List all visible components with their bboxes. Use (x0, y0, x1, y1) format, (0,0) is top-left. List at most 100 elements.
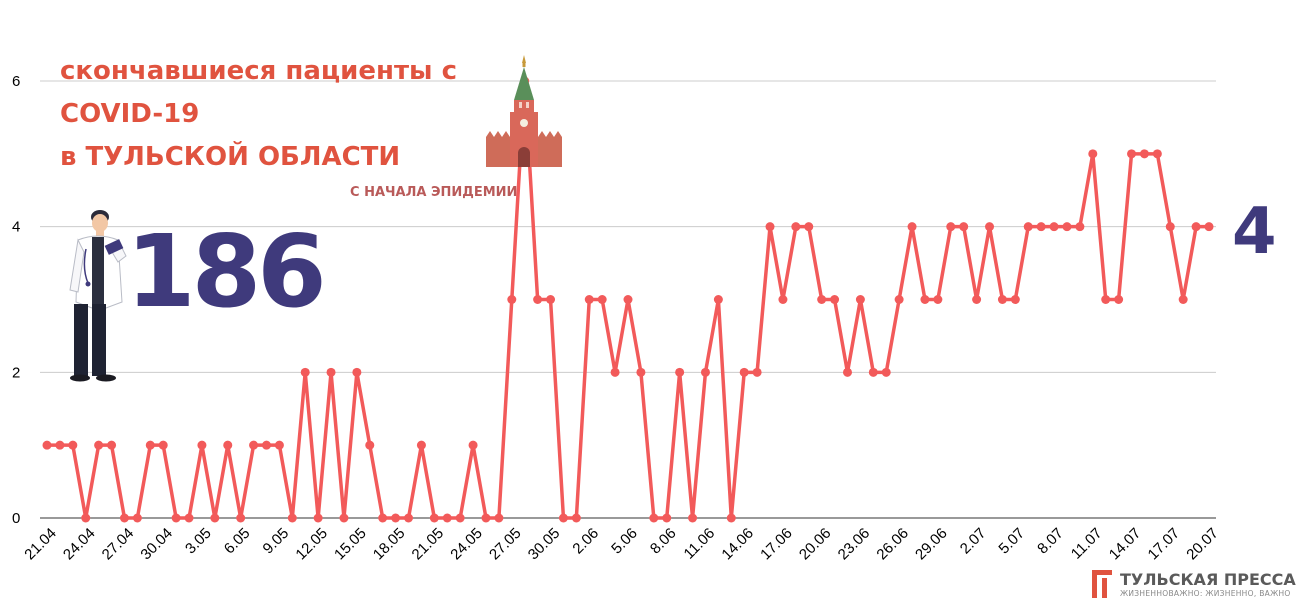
x-tick-label: 15.05 (331, 525, 370, 564)
title-line-1: скончавшиеся пациенты с (60, 56, 457, 86)
x-tick-label: 30.05 (525, 525, 564, 564)
data-point (558, 513, 568, 523)
kremlin-tower-illustration (486, 55, 562, 167)
data-point (907, 222, 917, 232)
data-point (261, 440, 271, 450)
data-point (713, 295, 723, 304)
data-point (1101, 295, 1111, 304)
data-point (274, 440, 284, 450)
x-tick-label: 8.06 (647, 525, 680, 558)
x-tick-label: 27.05 (486, 525, 525, 564)
data-point (42, 440, 52, 450)
x-tick-label: 2.07 (957, 525, 990, 558)
x-tick-label: 12.05 (292, 525, 331, 564)
x-tick-label: 5.06 (608, 525, 641, 558)
data-point (145, 440, 155, 450)
data-point (352, 367, 362, 377)
data-point (1010, 295, 1020, 304)
data-point (1049, 222, 1059, 232)
data-point (804, 222, 814, 232)
data-point (1023, 222, 1033, 232)
x-tick-label: 17.07 (1145, 525, 1184, 564)
data-point (1075, 222, 1085, 232)
x-tick-label: 30.04 (137, 525, 176, 564)
brand-tagline: ЖИЗНЕННОВАЖНО: ЖИЗНЕННО, ВАЖНО (1120, 589, 1291, 598)
x-tick-label: 26.06 (873, 525, 912, 564)
title-line-3: в ТУЛЬСКОЙ ОБЛАСТИ (60, 142, 401, 172)
data-point (1088, 149, 1098, 159)
data-point (533, 295, 543, 304)
y-axis-ticks: 0 2 4 6 (12, 73, 20, 527)
data-point (1036, 222, 1046, 232)
data-point (1204, 222, 1214, 232)
data-point (739, 367, 749, 377)
data-point (623, 295, 633, 304)
data-point (546, 295, 556, 304)
data-point (1062, 222, 1072, 232)
data-point (94, 440, 104, 450)
data-point (378, 513, 388, 523)
data-point (468, 440, 478, 450)
data-point (391, 513, 401, 523)
x-tick-label: 2.06 (569, 525, 602, 558)
data-point (1191, 222, 1201, 232)
data-point (584, 295, 594, 304)
y-tick-label: 6 (12, 73, 20, 90)
x-tick-label: 21.05 (409, 525, 448, 564)
data-point (791, 222, 801, 232)
brand-watermark[interactable]: ТУЛЬСКАЯ ПРЕССА ЖИЗНЕННОВАЖНО: ЖИЗНЕННО,… (1092, 570, 1300, 600)
data-point (1139, 149, 1149, 159)
data-point (223, 440, 233, 450)
data-point (197, 440, 207, 450)
x-tick-label: 6.05 (221, 525, 254, 558)
data-point (249, 440, 259, 450)
data-point (107, 440, 117, 450)
data-point (894, 295, 904, 304)
y-tick-label: 4 (12, 219, 20, 236)
x-tick-label: 11.07 (1068, 525, 1106, 563)
data-point (1165, 222, 1175, 232)
data-point (649, 513, 659, 523)
data-point (817, 295, 827, 304)
x-tick-label: 11.06 (681, 525, 719, 563)
data-point (416, 440, 426, 450)
data-point (481, 513, 491, 523)
data-point (985, 222, 995, 232)
data-point (959, 222, 969, 232)
grid-lines (40, 80, 1216, 519)
data-point (765, 222, 775, 232)
title-line-2: COVID-19 (60, 99, 200, 129)
data-point (210, 513, 220, 523)
data-point (300, 367, 310, 377)
doctor-illustration (69, 210, 127, 382)
x-tick-label: 29.06 (912, 525, 951, 564)
data-point (920, 295, 930, 304)
x-tick-label: 5.07 (995, 525, 1028, 558)
data-point (429, 513, 439, 523)
x-tick-label: 23.06 (835, 525, 874, 564)
series-points (42, 76, 1214, 523)
data-point (287, 513, 297, 523)
data-point (1114, 295, 1124, 304)
x-tick-label: 8.07 (1034, 525, 1067, 558)
data-point (132, 513, 142, 523)
x-tick-label: 20.07 (1183, 525, 1222, 564)
x-axis-ticks: 21.04 24.04 27.04 30.04 3.05 6.05 9.05 12.05 15.… (21, 525, 1222, 564)
data-point (1178, 295, 1188, 304)
data-point (55, 440, 65, 450)
chart-title: скончавшиеся пациенты с COVID-19 в ТУЛЬС… (60, 50, 457, 179)
y-tick-label: 2 (12, 364, 20, 381)
data-point (339, 513, 349, 523)
data-point (81, 513, 91, 523)
data-point (507, 295, 517, 304)
data-point (855, 295, 865, 304)
data-point (636, 367, 646, 377)
x-tick-label: 14.06 (718, 525, 757, 564)
data-point (675, 367, 685, 377)
data-point (778, 295, 788, 304)
data-point (1127, 149, 1137, 159)
x-tick-label: 24.05 (447, 525, 486, 564)
data-point (881, 367, 891, 377)
data-point (688, 513, 698, 523)
x-tick-label: 21.04 (21, 525, 60, 564)
